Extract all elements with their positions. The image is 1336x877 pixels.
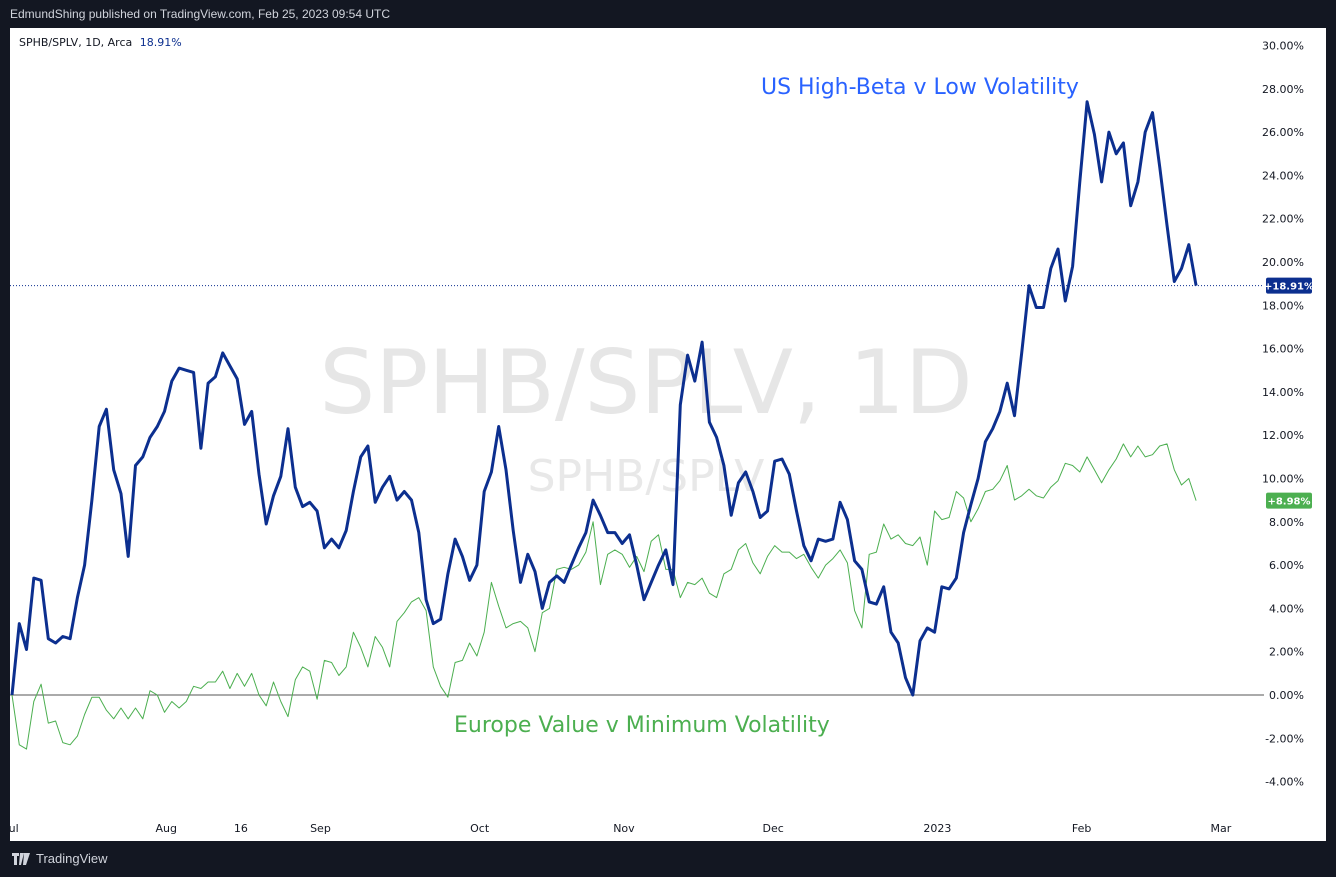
annotation-europe-value: Europe Value v Minimum Volatility — [454, 713, 830, 738]
publish-text: EdmundShing published on TradingView.com… — [10, 7, 391, 21]
watermark-large: SPHB/SPLV, 1D — [319, 331, 972, 434]
y-tick-label: 26.00% — [1262, 126, 1304, 139]
tradingview-logo-icon — [12, 853, 30, 865]
y-tick-label: -2.00% — [1265, 732, 1304, 745]
x-tick-label: Aug — [155, 822, 176, 835]
price-label-bg — [1266, 492, 1312, 509]
x-tick-label: Sep — [310, 822, 331, 835]
x-tick-label: Nov — [613, 822, 635, 835]
y-tick-label: 16.00% — [1262, 343, 1304, 356]
x-tick-label: Dec — [763, 822, 784, 835]
footer-brand: TradingView — [36, 851, 108, 866]
symbol-value: 18.91% — [139, 36, 182, 49]
x-tick-label: 16 — [234, 822, 248, 835]
price-label-text: +18.91% — [1264, 282, 1314, 293]
series-line-europe-value — [11, 443, 1197, 750]
chart-pane[interactable]: SPHB/SPLV, 1D SPHB/SPLV 30.00% 28.00% 26.00%… — [10, 28, 1326, 841]
series-line-sphb-splv — [10, 100, 1198, 697]
y-tick-label: 6.00% — [1269, 559, 1304, 572]
x-tick-label: Oct — [470, 822, 490, 835]
y-tick-label: 18.00% — [1262, 299, 1304, 312]
x-tick-label: Mar — [1211, 822, 1232, 835]
y-tick-label: 10.00% — [1262, 473, 1304, 486]
x-tick-label: Feb — [1072, 822, 1091, 835]
chart-svg[interactable]: SPHB/SPLV, 1DSPHB/SPLV30.00%28.00%26.00%… — [10, 28, 1326, 841]
y-tick-label: 20.00% — [1262, 256, 1304, 269]
y-tick-label: 8.00% — [1269, 516, 1304, 529]
y-tick-label: 14.00% — [1262, 386, 1304, 399]
y-tick-label: 30.00% — [1262, 40, 1304, 53]
y-tick-label: 2.00% — [1269, 646, 1304, 659]
footer: TradingView — [0, 841, 1336, 877]
price-label-text: +8.98% — [1267, 497, 1310, 508]
y-tick-label: 0.00% — [1269, 689, 1304, 702]
y-tick-label: -4.00% — [1265, 776, 1304, 789]
price-label-bg — [1266, 277, 1312, 294]
y-tick-label: 28.00% — [1262, 83, 1304, 96]
symbol-label: SPHB/SPLV, 1D, Arca — [19, 36, 133, 49]
y-tick-label: 12.00% — [1262, 429, 1304, 442]
y-tick-label: 24.00% — [1262, 169, 1304, 182]
y-tick-label: 4.00% — [1269, 602, 1304, 615]
publish-header: EdmundShing published on TradingView.com… — [0, 0, 1336, 28]
x-tick-label: 2023 — [923, 822, 951, 835]
symbol-legend[interactable]: SPHB/SPLV, 1D, Arca 18.91% — [19, 36, 182, 49]
x-tick-label: Jul — [10, 822, 19, 835]
y-tick-label: 22.00% — [1262, 213, 1304, 226]
annotation-us-high-beta: US High-Beta v Low Volatility — [761, 75, 1079, 100]
price-axis — [1264, 28, 1326, 841]
